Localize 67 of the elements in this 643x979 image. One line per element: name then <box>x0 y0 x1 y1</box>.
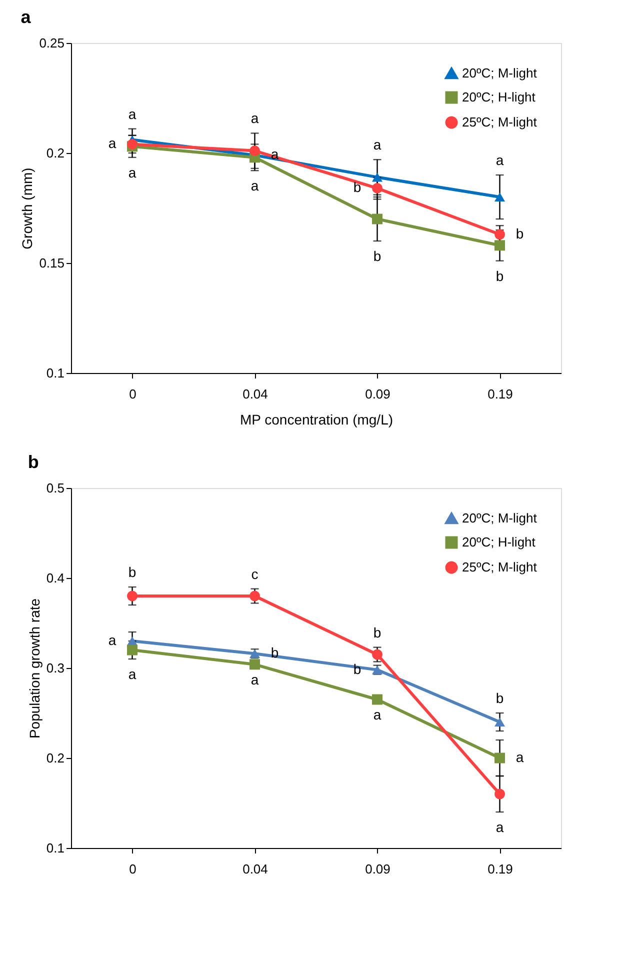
point <box>372 694 382 705</box>
y-tick-label: 0.15 <box>39 256 64 270</box>
x-tick-label: 0.04 <box>242 862 268 876</box>
point <box>372 649 382 660</box>
point <box>127 590 138 602</box>
legend-label: 20ºC; H-light <box>462 90 536 104</box>
annotation: b <box>496 268 504 284</box>
annotation: b <box>516 225 524 242</box>
x-tick-label: 0.19 <box>488 862 513 876</box>
annotation: c <box>251 566 258 582</box>
x-axis-title: MP concentration (mg/L) <box>240 412 394 428</box>
chart-title: a <box>20 7 32 27</box>
y-tick-label: 0.5 <box>46 480 64 496</box>
annotation: a <box>496 819 504 835</box>
point <box>127 644 138 656</box>
point <box>494 229 505 240</box>
point <box>250 146 260 156</box>
legend-label: 20ºC; H-light <box>462 534 536 550</box>
point <box>372 182 382 194</box>
point <box>494 240 505 251</box>
x-tick-label: 0 <box>129 862 136 876</box>
point <box>494 192 505 202</box>
annotation: a <box>128 106 136 122</box>
legend-label: 25ºC; M-light <box>462 560 538 574</box>
annotation: a <box>250 671 259 688</box>
legend-label: 20ºC; M-light <box>462 510 538 526</box>
annotation: a <box>496 152 504 168</box>
point <box>494 717 505 727</box>
y-tick-label: 0.3 <box>46 660 64 676</box>
annotation: a <box>108 135 116 152</box>
annotation: b <box>373 248 382 264</box>
legend-label: 25ºC; M-light <box>462 114 538 130</box>
legend-label: 20ºC; M-light <box>462 66 538 80</box>
y-tick-label: 0.1 <box>46 840 64 856</box>
annotation: a <box>373 136 382 153</box>
annotation: a <box>108 632 116 648</box>
y-tick-label: 0.1 <box>46 366 64 380</box>
chart-title: b <box>28 452 39 472</box>
annotation: a <box>516 749 524 765</box>
y-tick-label: 0.2 <box>46 750 64 766</box>
x-tick-label: 0.04 <box>242 386 268 402</box>
y-tick-label: 0.4 <box>46 570 64 586</box>
point <box>127 138 138 150</box>
annotation: b <box>128 564 136 580</box>
annotation: a <box>128 164 136 180</box>
annotation: b <box>496 690 504 706</box>
annotation: a <box>128 666 136 682</box>
y-axis-title: Population growth rate <box>26 598 42 739</box>
annotation: a <box>250 178 259 194</box>
point <box>127 636 138 646</box>
y-axis-title: Growth (mm) <box>19 168 36 250</box>
annotation: b <box>353 179 362 196</box>
point <box>372 214 382 224</box>
annotation: a <box>250 110 259 126</box>
annotation: b <box>373 624 382 640</box>
x-tick-label: 0.09 <box>365 862 390 876</box>
x-tick-label: 0 <box>129 386 136 402</box>
point <box>494 752 505 764</box>
point <box>372 172 382 182</box>
annotation: a <box>373 706 382 722</box>
y-tick-label: 0.2 <box>46 146 64 160</box>
x-tick-label: 0.19 <box>488 386 513 402</box>
x-tick-label: 0.09 <box>365 386 390 402</box>
y-tick-label: 0.25 <box>39 36 64 50</box>
point <box>250 590 260 602</box>
point <box>250 659 260 670</box>
point <box>494 788 505 800</box>
